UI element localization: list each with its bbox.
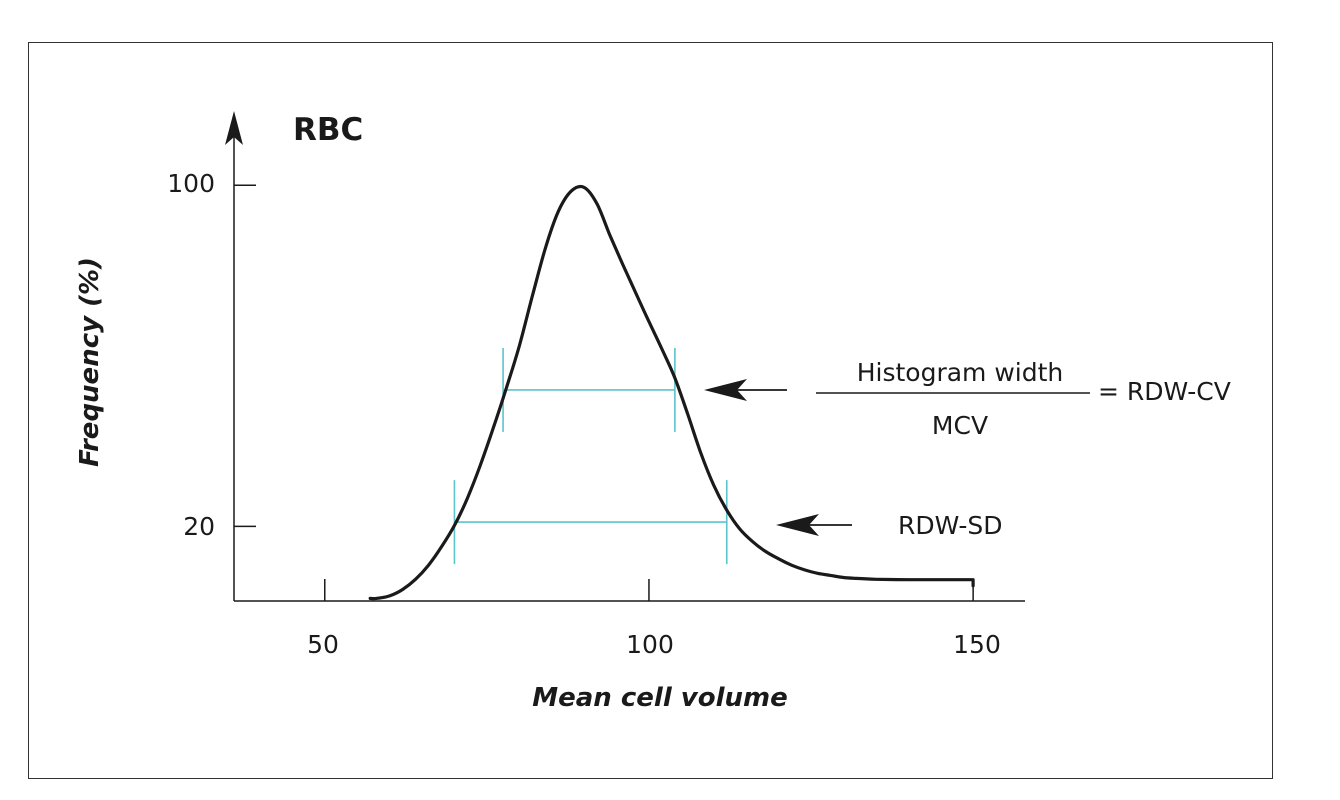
y-tick-label-100: 100: [167, 169, 215, 198]
rdw-cv-arrow: [704, 379, 787, 401]
rdw-cv-label: = RDW-CV: [1098, 377, 1231, 406]
x-axis-title: Mean cell volume: [532, 683, 788, 713]
y-axis-title: Frequency (%): [75, 257, 105, 467]
plot-title: RBC: [293, 112, 363, 148]
x-tick-label-100: 100: [626, 630, 674, 659]
rbc-distribution-curve: [368, 184, 975, 601]
axis-ticks: [234, 184, 974, 601]
y-axis-arrowhead: [225, 111, 243, 145]
x-tick-label-150: 150: [953, 630, 1001, 659]
fraction-denominator: MCV: [932, 411, 988, 440]
rdw-sd-label: RDW-SD: [898, 511, 1002, 540]
fraction-numerator: Histogram width: [857, 358, 1064, 387]
x-tick-label-50: 50: [307, 630, 339, 659]
figure-frame: [28, 42, 1273, 779]
width-segments: [453, 347, 728, 565]
y-tick-label-20: 20: [183, 512, 215, 541]
rdw-sd-arrow: [776, 514, 852, 536]
